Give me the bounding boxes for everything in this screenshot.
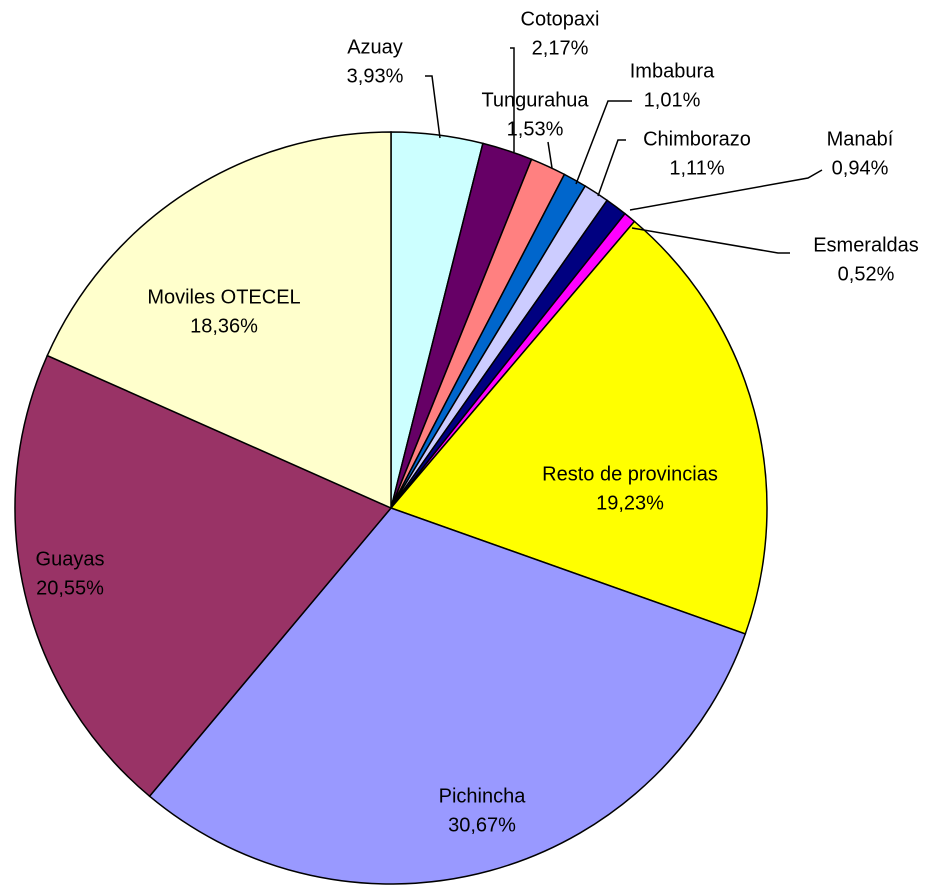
slice-label: Pichincha xyxy=(439,785,527,807)
pie-slice xyxy=(14,354,393,798)
slice-label: Tungurahua xyxy=(481,89,589,111)
slice-value-label: 1,01% xyxy=(644,89,701,111)
pie-slice xyxy=(148,507,747,885)
slice-value-label: 30,67% xyxy=(448,814,516,836)
slice-value-label: 18,36% xyxy=(190,315,258,337)
slice-label: Moviles OTECEL xyxy=(147,286,300,308)
leader-line xyxy=(510,47,515,152)
slice-value-label: 19,23% xyxy=(596,492,664,514)
leader-line xyxy=(547,141,553,169)
slice-label: Cotopaxi xyxy=(521,8,600,30)
leader-line xyxy=(597,139,626,197)
leader-line xyxy=(575,100,632,185)
slice-value-label: 0,94% xyxy=(832,157,889,179)
slice-label: Manabí xyxy=(827,128,894,150)
leader-line xyxy=(631,227,790,254)
pie-slice xyxy=(46,131,392,510)
slice-value-label: 2,17% xyxy=(532,37,589,59)
slice-value-label: 0,52% xyxy=(838,263,895,285)
slice-value-label: 3,93% xyxy=(347,65,404,87)
slice-value-label: 1,11% xyxy=(669,157,724,179)
slice-label: Imbabura xyxy=(630,60,715,82)
slice-value-label: 20,55% xyxy=(36,577,104,599)
slice-label: Resto de provincias xyxy=(542,463,718,485)
slice-label: Azuay xyxy=(347,36,403,58)
slice-label: Guayas xyxy=(36,548,105,570)
pie-slice xyxy=(389,220,768,635)
slice-value-label: 1,53% xyxy=(507,118,564,140)
slice-label: Esmeraldas xyxy=(813,234,919,256)
slice-label: Chimborazo xyxy=(643,128,751,150)
leader-line xyxy=(629,169,823,211)
leader-line xyxy=(425,75,441,139)
